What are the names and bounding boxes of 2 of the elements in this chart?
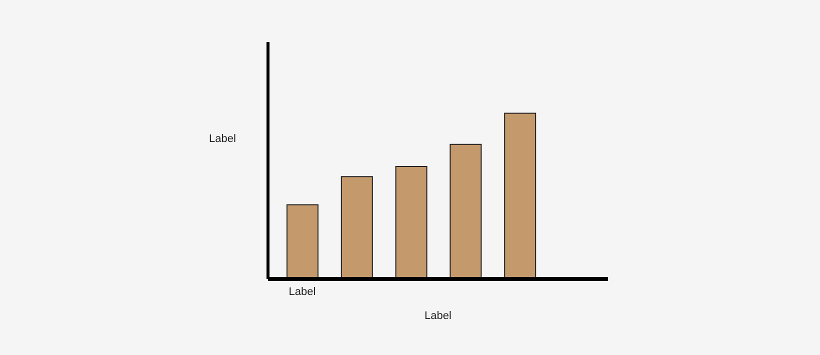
y-axis-title: Label: [209, 133, 236, 145]
x-axis-title: Label: [424, 310, 452, 322]
